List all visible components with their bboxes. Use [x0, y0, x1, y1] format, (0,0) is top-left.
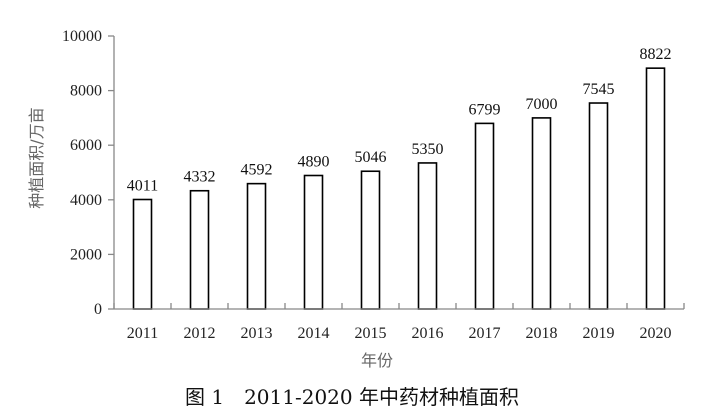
x-tick-label: 2014 — [298, 325, 330, 342]
bar — [645, 67, 666, 310]
data-label: 7545 — [583, 81, 615, 98]
y-axis-title: 种植面积/万亩 — [27, 107, 46, 208]
x-axis-title: 年份 — [361, 351, 393, 370]
bar — [132, 198, 153, 310]
data-label: 4890 — [298, 154, 330, 171]
data-label: 5350 — [412, 141, 444, 158]
x-tick-label: 2018 — [526, 325, 558, 342]
y-tick-label: 10000 — [62, 28, 102, 45]
y-tick-label: 6000 — [70, 137, 102, 154]
bars — [132, 67, 666, 310]
data-label: 4011 — [127, 177, 158, 194]
x-tick-label: 2015 — [355, 325, 387, 342]
x-tick-label: 2019 — [583, 325, 615, 342]
bar — [360, 170, 381, 310]
data-label: 4592 — [241, 162, 273, 179]
y-tick-label: 4000 — [70, 192, 102, 209]
x-tick-label: 2020 — [640, 325, 672, 342]
data-label: 6799 — [469, 101, 501, 118]
y-axis-ticks: 0 2000 4000 6000 8000 10000 — [62, 28, 102, 318]
y-tick-label: 2000 — [70, 246, 102, 263]
bar — [417, 162, 438, 310]
bar — [246, 182, 267, 310]
axes — [108, 35, 685, 310]
x-tick-label: 2017 — [469, 325, 501, 342]
bar — [588, 102, 609, 310]
y-tick-label: 8000 — [70, 83, 102, 100]
data-label: 8822 — [640, 46, 672, 63]
x-tick-label: 2016 — [412, 325, 444, 342]
value-labels: 4011 4332 4592 4890 5046 5350 6799 7000 7545 8822 — [127, 46, 672, 194]
x-tick-label: 2012 — [184, 325, 216, 342]
y-tick-label: 0 — [94, 301, 102, 318]
x-axis-ticks: 2011 2012 2013 2014 2015 2016 2017 2018 2019 2020 — [127, 325, 672, 342]
figure-caption: 图 1 2011-2020 年中药材种植面积 — [185, 385, 519, 409]
data-label: 5046 — [355, 149, 387, 166]
bar — [303, 174, 324, 310]
bar — [531, 117, 552, 310]
data-label: 4332 — [184, 169, 216, 186]
bar — [189, 189, 210, 310]
data-label: 7000 — [526, 96, 558, 113]
x-tick-label: 2013 — [241, 325, 273, 342]
x-tick-label: 2011 — [127, 325, 158, 342]
bar — [474, 122, 495, 310]
